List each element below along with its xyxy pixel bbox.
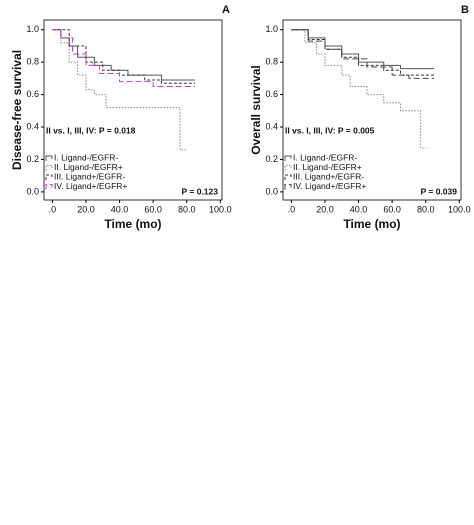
legend-swatch xyxy=(284,155,292,161)
y-tick-label: 0.2 xyxy=(265,154,278,164)
x-tick-label: 100.0 xyxy=(209,204,232,214)
survival-curve xyxy=(291,29,435,70)
x-tick-label: .0 xyxy=(49,204,57,214)
survival-curve xyxy=(52,29,196,84)
survival-curve xyxy=(291,29,435,76)
y-tick-label: 0.4 xyxy=(265,121,278,131)
x-tick-label: 20.0 xyxy=(77,204,95,214)
panel-label: A xyxy=(222,4,230,16)
x-tick-label: 100.0 xyxy=(448,204,471,214)
legend-label: III. Ligand+/EGFR- xyxy=(54,171,125,181)
y-tick-label: 1.0 xyxy=(265,24,278,34)
survival-curve xyxy=(291,29,426,149)
y-axis-label: Overall survival xyxy=(249,65,263,154)
annotation: P = 0.123 xyxy=(182,186,219,196)
legend-swatch xyxy=(45,155,53,161)
x-tick-label: 60.0 xyxy=(144,204,162,214)
x-tick-label: 80.0 xyxy=(417,204,435,214)
x-axis-label: Time (mo) xyxy=(104,217,161,231)
y-tick-label: 0.8 xyxy=(26,57,39,67)
legend-label: I. Ligand-/EGFR- xyxy=(293,152,357,162)
annotation: II vs. I, III, IV: P = 0.018 xyxy=(46,125,136,135)
legend-label: IV. Ligand+/EGFR+ xyxy=(54,181,127,191)
plot-frame xyxy=(282,19,462,201)
legend-swatch xyxy=(284,184,292,190)
legend-label: IV. Ligand+/EGFR+ xyxy=(293,181,366,191)
legend-swatch xyxy=(284,165,292,171)
legend-swatch xyxy=(45,174,53,180)
y-axis-label: Disease-free survival xyxy=(10,50,24,170)
y-tick-label: 0.4 xyxy=(26,121,39,131)
x-tick-label: 80.0 xyxy=(178,204,196,214)
y-tick-label: 0.2 xyxy=(26,154,39,164)
y-tick-label: 1.0 xyxy=(26,24,39,34)
x-tick-label: 60.0 xyxy=(383,204,401,214)
x-tick-label: 20.0 xyxy=(316,204,334,214)
survival-curve xyxy=(52,29,196,87)
legend-label: III. Ligand+/EGFR- xyxy=(293,171,364,181)
legend-label: I. Ligand-/EGFR- xyxy=(54,152,118,162)
survival-curve xyxy=(52,29,187,151)
x-tick-label: 40.0 xyxy=(111,204,129,214)
x-tick-label: .0 xyxy=(288,204,296,214)
y-tick-label: 0.6 xyxy=(265,89,278,99)
panel-label: B xyxy=(461,4,469,16)
legend-swatch xyxy=(284,174,292,180)
plot-frame xyxy=(43,19,223,201)
legend-label: II. Ligand-/EGFR+ xyxy=(54,162,123,172)
x-tick-label: 40.0 xyxy=(350,204,368,214)
y-tick-label: 0.0 xyxy=(265,186,278,196)
annotation: P = 0.039 xyxy=(421,186,458,196)
y-tick-label: 0.0 xyxy=(26,186,39,196)
annotation: II vs. I, III, IV: P = 0.005 xyxy=(285,125,375,135)
y-tick-label: 0.8 xyxy=(265,57,278,67)
y-tick-label: 0.6 xyxy=(26,89,39,99)
legend-swatch xyxy=(45,184,53,190)
x-axis-label: Time (mo) xyxy=(343,217,400,231)
legend-swatch xyxy=(45,165,53,171)
survival-curve xyxy=(291,29,435,79)
legend-label: II. Ligand-/EGFR+ xyxy=(293,162,362,172)
survival-curve xyxy=(52,29,196,81)
